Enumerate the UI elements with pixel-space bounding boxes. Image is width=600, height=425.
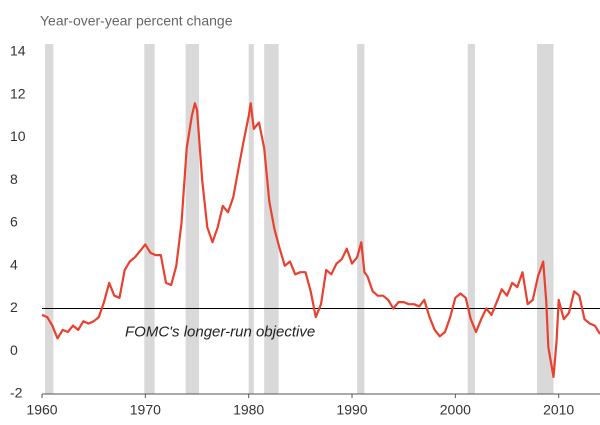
y-tick-label: 14 — [10, 43, 26, 59]
y-tick-label: 4 — [10, 256, 18, 272]
recession-band — [45, 44, 54, 394]
x-tick-label: 1980 — [233, 402, 264, 418]
recession-band — [185, 44, 200, 394]
series-line — [41, 102, 600, 378]
x-tick-label: 2000 — [440, 402, 471, 418]
y-tick-label: 8 — [10, 171, 18, 187]
recession-band — [536, 44, 554, 394]
x-tick-label: 1990 — [336, 402, 367, 418]
reference-label: FOMC's longer-run objective — [125, 323, 315, 340]
y-tick-label: 0 — [10, 342, 18, 358]
x-tick-label: 1960 — [26, 402, 57, 418]
recession-band — [144, 44, 155, 394]
recession-band — [248, 44, 254, 394]
recession-band — [467, 44, 475, 394]
x-tick-label: 2010 — [543, 402, 574, 418]
recession-band — [264, 44, 279, 394]
x-tick-label: 1970 — [130, 402, 161, 418]
y-axis-label: Year-over-year percent change — [40, 13, 233, 29]
y-tick-label: 12 — [10, 85, 26, 101]
y-tick-label: -2 — [10, 385, 23, 401]
y-tick-label: 10 — [10, 128, 26, 144]
y-tick-label: 2 — [10, 299, 18, 315]
y-tick-label: 6 — [10, 214, 18, 230]
recession-band — [357, 44, 365, 394]
